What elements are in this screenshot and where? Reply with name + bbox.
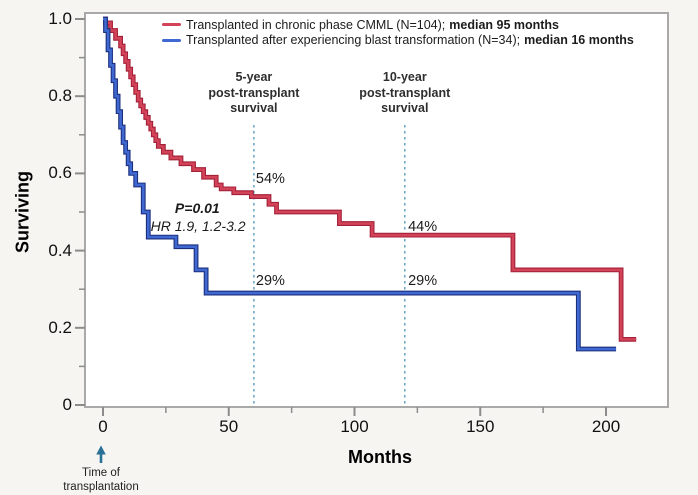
annotation: 29% xyxy=(255,272,285,289)
legend-item-label: Transplanted after experiencing blast tr… xyxy=(186,33,521,48)
x-axis-title: Months xyxy=(348,447,412,467)
legend-item: Transplanted after experiencing blast tr… xyxy=(162,33,634,49)
annotation: 54% xyxy=(255,170,285,187)
chart-legend: Transplanted in chronic phase CMML (N=10… xyxy=(162,17,634,48)
legend-item-median: median 95 months xyxy=(449,17,560,32)
annotation: 44% xyxy=(408,219,438,236)
time-of-transplantation-label: Time of transplantation xyxy=(63,467,139,493)
survival-curve-blast-transformation xyxy=(103,17,617,351)
annotation: P=0.01 xyxy=(174,199,220,216)
annotation: 29% xyxy=(408,272,438,289)
y-tick-label: 0.2 xyxy=(48,317,72,337)
legend-item-median: median 16 months xyxy=(524,33,634,48)
y-tick-label: 0.8 xyxy=(48,86,72,106)
legend-item: Transplanted in chronic phase CMML (N=10… xyxy=(162,17,634,33)
legend-line-swatch-icon xyxy=(162,23,181,27)
reference-line-label: 5-year post-transplant survival xyxy=(208,70,300,115)
x-tick-label: 100 xyxy=(340,417,369,436)
x-tick-label: 150 xyxy=(466,417,495,436)
x-tick-label: 50 xyxy=(219,417,239,436)
y-tick-label: 1.0 xyxy=(48,9,72,28)
reference-line-label: 10-year post-transplant survival xyxy=(359,70,451,115)
up-arrow-head-icon xyxy=(96,445,106,455)
survival-curve-chronic-phase-cmml xyxy=(103,17,637,341)
x-tick-label: 200 xyxy=(591,417,621,436)
x-tick-label: 0 xyxy=(98,417,108,436)
legend-item-label: Transplanted in chronic phase CMML (N=10… xyxy=(186,17,446,32)
y-axis-title: Surviving xyxy=(12,170,33,254)
y-tick-label: 0.4 xyxy=(48,240,72,260)
y-tick-label: 0.6 xyxy=(48,163,72,183)
legend-line-swatch-icon xyxy=(162,38,181,42)
y-tick-label: 0 xyxy=(62,395,72,414)
plot-area xyxy=(84,12,669,408)
annotation: HR 1.9, 1.2-3.2 xyxy=(150,218,246,235)
